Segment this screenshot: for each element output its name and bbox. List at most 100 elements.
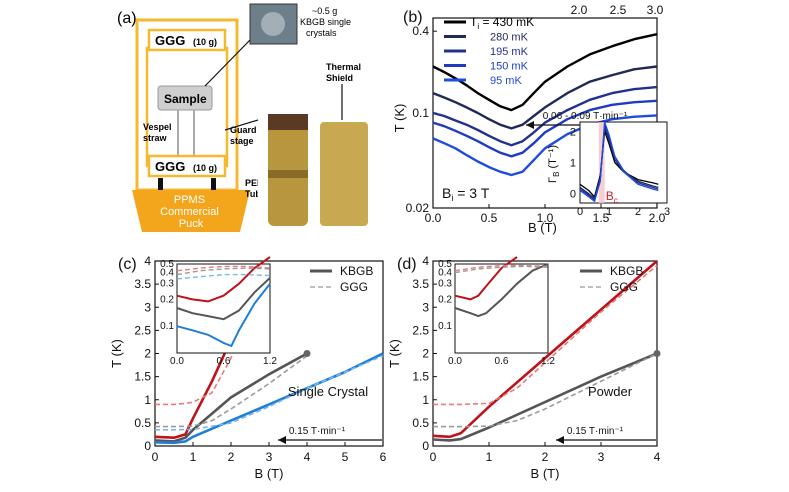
x-tick-label: 1.0 [537,211,554,225]
shield-body [320,122,368,226]
puck-label: PPMS Commercial Puck [160,194,222,230]
inset-x-tick-label: 3 [664,206,670,218]
inset-y-tick-label: 0.1 [438,321,452,332]
field-annotation-part: i [451,193,453,203]
sample-annotation: Single Crystal [288,384,368,399]
legend-entry: 195 mK [490,46,529,58]
endpoint-marker [303,350,311,357]
y-tick-label: 3 [422,300,429,314]
x-tick-label: 0.5 [481,211,498,225]
stage-top [268,114,308,130]
series-line [154,352,308,443]
vespel-line-2: straw [143,133,168,143]
inset-bc-part: B [606,189,614,203]
panel-label: (b) [403,9,423,26]
top-tick-label: 2.0 [571,3,588,17]
rate-arrowhead [526,121,534,129]
inset-y-tick-label: 0.5 [438,259,452,270]
crystals-line-3: crystals [306,28,337,38]
inset-y-tick-label: 0.3 [160,279,174,290]
y-tick-label: 2.5 [134,323,151,337]
inset-y-axis-label-part: B [552,172,561,177]
inset-series-line [176,256,271,303]
series-line [433,352,658,428]
ggg-bottom-label: GGG [155,159,185,174]
y-tick-label: 1 [422,393,429,407]
peek-leg-right [211,178,216,194]
legend-title-sub: i [477,22,479,31]
shield-label: Thermal Shield [326,62,364,83]
rate-annotation: 0.15 T·min⁻¹ [289,426,346,437]
crystals-line-1: ~0.5 g [312,6,337,16]
shield-line-1: Thermal [326,62,361,72]
x-tick-label: 4 [304,450,311,464]
series-line [433,264,658,406]
panel-label: (c) [118,256,137,273]
field-annotation-part: = 3 T [453,185,489,201]
y-tick-label: 2.5 [412,323,429,337]
legend-entry: KBGB [340,264,373,278]
ppms-puck [132,190,250,232]
legend-entry: 95 mK [490,75,522,87]
chart-b: (b) 0.0 0.5 1.0 1.5 2.0 0.02 0.1 0.4 2.0 2.5 3.0 B (… [392,3,670,235]
sample-annotation: Powder [588,384,633,399]
y-tick-label: 3.5 [134,277,151,291]
puck-line-3: Puck [179,218,204,230]
x-tick-label: 2.0 [649,211,666,225]
guard-arrow [224,119,259,131]
field-annotation-part: B [442,185,451,201]
x-tick-label: 2 [542,450,549,464]
y-tick-label: 4 [144,254,151,268]
inset-bc-label: Bc [606,189,618,205]
inset-series-line [579,127,659,199]
y-tick-label: 2 [144,347,151,361]
inset-series-line [579,121,659,203]
inset-y-tick-label: 0 [570,189,576,201]
inset-x-tick-label: 0.0 [170,356,184,367]
inset-y-tick-label: 2 [570,126,576,138]
inset-x-tick-label: 0.0 [448,356,462,367]
ggg-top-label: GGG [155,33,185,48]
y-axis-label: T (K) [392,104,407,133]
inset-y-axis-label-part: Γ [547,177,559,183]
crystals-arrow [204,39,251,87]
x-tick-label: 1 [190,450,197,464]
stage-band [268,170,308,178]
ggg-top-block [147,28,227,52]
legend-entry: GGG [610,280,638,294]
inset-y-tick-label: 0.4 [160,268,174,279]
inset-y-axis-label: ΓB (T⁻¹) [547,145,561,183]
sample-label: Sample [164,92,207,106]
y-tick-label: 4 [422,254,429,268]
inset-x-tick-label: 1.2 [541,356,555,367]
inset-bc-part: c [614,196,618,205]
inset-y-tick-label: 0.2 [438,294,452,305]
shield-line-2: Shield [326,73,353,83]
series-line [432,260,658,439]
inset-x-tick-label: 1.2 [263,356,277,367]
x-tick-label: 0 [430,450,437,464]
inset-y-axis-label-part: (T⁻¹) [547,145,559,172]
inset-y-tick-label: 0.4 [438,268,452,279]
legend-entry: 280 mK [490,32,529,44]
crystals-line-2: KBGB single [300,17,351,27]
y-tick-label: 1.5 [134,370,151,384]
panel-label: (d) [397,256,417,273]
series-line [432,99,658,158]
inset-frame [579,121,668,204]
top-tick-label: 2.5 [610,3,627,17]
y-tick-label: 0.4 [412,24,429,38]
inset-series-line [176,283,271,347]
rate-annotation: 0.15 T·min⁻¹ [567,426,624,437]
vespel-label: Vespel straw [143,122,174,143]
legend-title: Ti = 430 mK [470,15,534,31]
x-tick-label: 4 [654,450,661,464]
x-tick-label: 1.5 [593,211,610,225]
y-tick-label: 3 [144,300,151,314]
series-line [432,65,658,130]
ggg-bottom-block [147,154,227,178]
y-tick-label: 0.02 [406,201,430,215]
inset-x-tick-label: 2 [635,206,641,218]
panel-a-schematic: (a) GGG (10 g) Sample GGG (10 g) PPMS Co… [117,3,372,232]
